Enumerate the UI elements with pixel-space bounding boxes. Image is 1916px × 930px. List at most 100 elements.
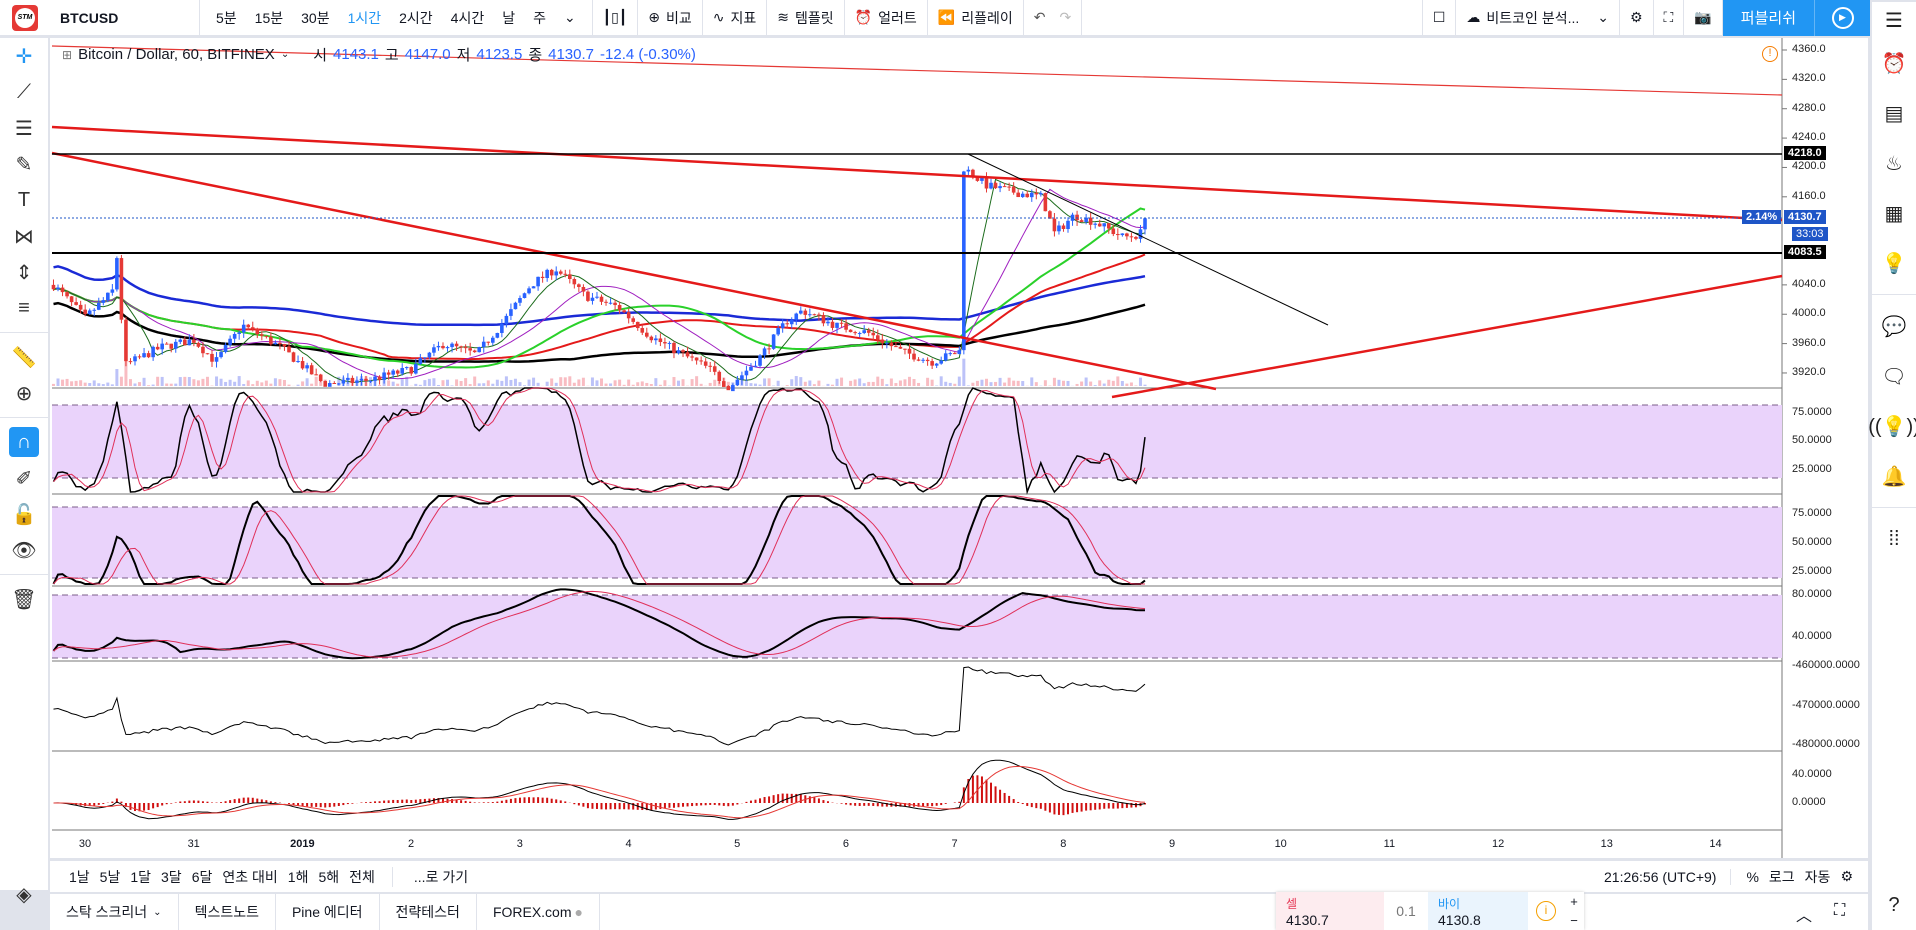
fullscreen-button[interactable]: ⛶: [1654, 0, 1685, 36]
zoom-in-icon[interactable]: ⊕: [15, 382, 33, 405]
candle-body: [894, 346, 898, 348]
text-icon[interactable]: T: [17, 188, 31, 211]
range-button[interactable]: 1달: [130, 868, 152, 885]
data-window-icon[interactable]: ▤: [1884, 102, 1904, 125]
symbol-title[interactable]: Bitcoin / Dollar, 60, BITFINEX: [78, 46, 275, 63]
alarm-clock-icon[interactable]: ⏰: [1881, 52, 1907, 75]
parallel-lines-icon[interactable]: ☰: [15, 117, 33, 140]
undo-icon[interactable]: ↶: [1033, 9, 1046, 25]
open-value: 4143.1: [333, 46, 379, 63]
chat-icon[interactable]: 🗨: [1881, 365, 1907, 388]
publish-options-button[interactable]: ▶: [1814, 0, 1870, 36]
crosshair-icon[interactable]: ✛: [15, 45, 33, 68]
select-layout-button[interactable]: ☐: [1421, 0, 1457, 36]
layers-icon[interactable]: ◈: [16, 883, 32, 906]
quantity-stepper[interactable]: + −: [1564, 892, 1584, 930]
tf-5m[interactable]: 5분: [216, 9, 237, 26]
tab-text-notes[interactable]: 텍스트노트: [179, 894, 276, 930]
indicators-button[interactable]: ∿ 지표: [703, 0, 768, 36]
tf-1h[interactable]: 1시간: [347, 9, 382, 26]
range-button[interactable]: 1해: [287, 868, 309, 885]
gear-icon[interactable]: ⚙: [1840, 868, 1853, 884]
trash-icon[interactable]: 🗑: [11, 588, 37, 611]
prediction-icon[interactable]: ⇕: [15, 261, 33, 284]
tf-week[interactable]: 주: [533, 9, 546, 26]
maximize-icon[interactable]: ⛶: [1834, 902, 1846, 919]
calendar-icon[interactable]: ▦: [1884, 202, 1904, 225]
dots-grid-icon[interactable]: ⁞⁞: [1888, 527, 1900, 550]
range-button[interactable]: 연초 대비: [222, 868, 278, 885]
range-button[interactable]: 5해: [318, 868, 340, 885]
volume-bar: [808, 380, 812, 386]
info-icon[interactable]: i: [1528, 892, 1564, 930]
stacked-lines-icon[interactable]: ≡: [18, 296, 30, 319]
watchlist-icon[interactable]: ☰: [1872, 2, 1916, 38]
lightbulb-icon[interactable]: 💡: [1881, 252, 1907, 275]
settings-button[interactable]: ⚙: [1620, 0, 1654, 36]
chevron-up-icon[interactable]: ︿: [1796, 908, 1813, 925]
tf-30m[interactable]: 30분: [301, 9, 330, 26]
candle-body: [205, 353, 210, 355]
hotlist-flame-icon[interactable]: ♨: [1885, 152, 1903, 175]
candle-body: [835, 322, 839, 328]
range-button[interactable]: 5날: [99, 868, 121, 885]
alert-button[interactable]: ⏰ 얼러트: [845, 0, 928, 36]
redo-icon[interactable]: ↷: [1059, 9, 1072, 25]
chats-icon[interactable]: 💬: [1881, 315, 1907, 338]
candle-body: [160, 343, 164, 350]
range-button[interactable]: 전체: [349, 868, 375, 885]
log-scale-toggle[interactable]: 로그: [1768, 868, 1795, 885]
eye-icon[interactable]: 👁: [11, 539, 37, 562]
buy-button[interactable]: 바이 4130.8: [1428, 892, 1528, 930]
range-button[interactable]: 3달: [161, 868, 182, 885]
candle-body: [690, 356, 694, 358]
chevron-down-icon[interactable]: ⌄: [564, 9, 576, 25]
tf-day[interactable]: 날: [502, 9, 516, 26]
range-button[interactable]: 1날: [69, 868, 90, 885]
volume-bar: [858, 378, 862, 386]
tf-4h[interactable]: 4시간: [450, 9, 485, 26]
lock-drawing-icon[interactable]: ✐: [15, 467, 33, 490]
layout-save-button[interactable]: ☁ 비트코인 분석... ⌄: [1456, 0, 1620, 36]
streams-icon[interactable]: ((💡)): [1868, 415, 1916, 438]
tab-forex[interactable]: FOREX.com ●: [477, 894, 600, 930]
logo[interactable]: STM: [0, 0, 50, 36]
expand-icon[interactable]: ⊞: [62, 47, 73, 62]
magnet-icon[interactable]: ∩: [0, 424, 48, 460]
snapshot-button[interactable]: 📷: [1684, 0, 1723, 36]
auto-scale-toggle[interactable]: 자동: [1804, 868, 1831, 885]
templates-button[interactable]: ≋ 템플릿: [767, 0, 845, 36]
tab-pine-editor[interactable]: Pine 에디터: [276, 894, 380, 930]
notifications-bell-icon[interactable]: 🔔: [1881, 465, 1907, 488]
help-icon[interactable]: ?: [1888, 893, 1900, 916]
candle-body: [635, 321, 640, 329]
plus-icon[interactable]: +: [1570, 894, 1578, 909]
clock[interactable]: 21:26:56 (UTC+9): [1599, 868, 1732, 885]
brush-icon[interactable]: ✎: [15, 153, 33, 176]
replay-button[interactable]: ⏪ 리플레이: [928, 0, 1024, 36]
volume-bar: [500, 380, 504, 386]
chevron-down-icon[interactable]: ⌄: [280, 49, 290, 60]
symbol-search[interactable]: BTCUSD: [50, 0, 200, 36]
publish-button[interactable]: 퍼블리쉬: [1722, 0, 1814, 36]
pattern-icon[interactable]: ⋈: [14, 225, 34, 248]
minus-icon[interactable]: −: [1570, 913, 1578, 928]
tab-stock-screener[interactable]: 스탁 스크리너 ⌄: [50, 894, 179, 930]
ruler-icon[interactable]: 📏: [11, 346, 37, 369]
volume-bar: [609, 383, 613, 386]
percent-scale-toggle[interactable]: %: [1746, 868, 1759, 885]
sell-button[interactable]: 셀 4130.7: [1276, 892, 1384, 930]
warning-icon[interactable]: !: [1762, 46, 1778, 62]
range-button[interactable]: 6달: [191, 868, 213, 885]
goto-date-button[interactable]: ...로 가기: [413, 868, 469, 885]
tf-15m[interactable]: 15분: [254, 9, 284, 26]
compare-button[interactable]: ⊕ 비교: [638, 0, 703, 36]
unlock-icon[interactable]: 🔓: [11, 503, 37, 526]
trendline-icon[interactable]: ⟋: [17, 80, 31, 103]
chart-type-button[interactable]: ┃▯┃: [593, 0, 639, 36]
candle-body: [223, 344, 228, 353]
axis-label: 0.0000: [1792, 796, 1826, 808]
tf-2h[interactable]: 2시간: [399, 9, 433, 26]
tab-strategy-tester[interactable]: 전략테스터: [380, 894, 477, 930]
chart-canvas[interactable]: [0, 0, 1870, 860]
